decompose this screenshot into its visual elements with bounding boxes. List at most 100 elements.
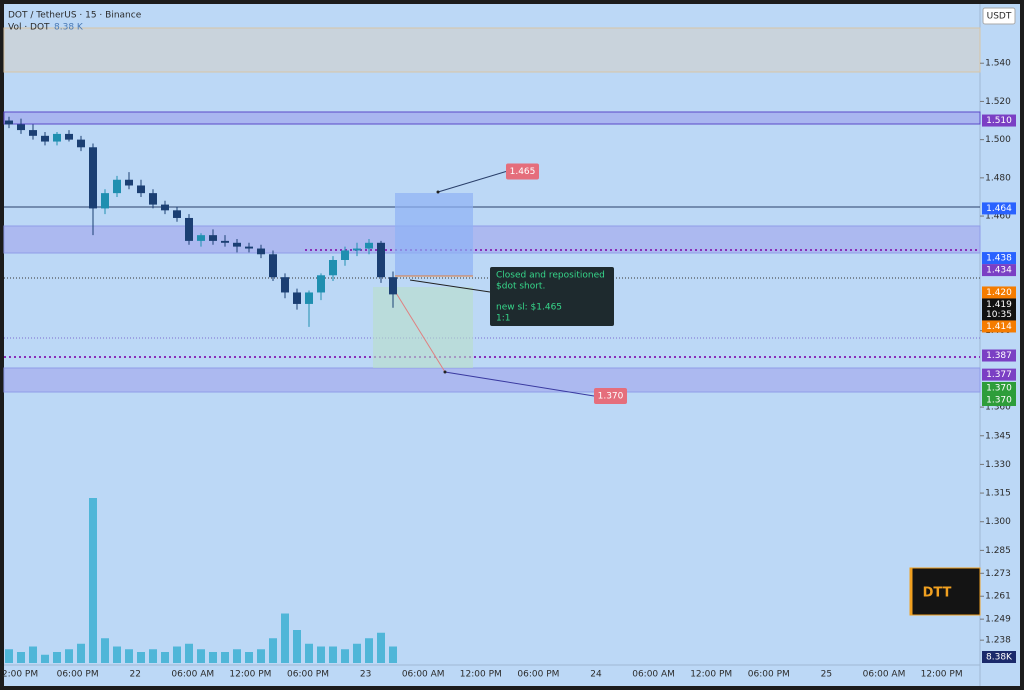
price-label: 1.377 — [986, 370, 1012, 380]
x-tick-label: 06:00 PM — [57, 670, 99, 680]
y-tick-label: 1.273 — [985, 569, 1011, 579]
price-label: 1.420 — [986, 288, 1012, 298]
volume-bar — [17, 652, 25, 663]
x-tick-label: 25 — [821, 670, 832, 680]
y-tick-label: 1.480 — [985, 173, 1011, 183]
volume-bar — [293, 630, 301, 663]
volume-badge: 8.38K — [986, 653, 1013, 663]
x-tick-label: 24 — [590, 670, 602, 680]
zone — [3, 111, 981, 125]
volume-bar — [101, 638, 109, 663]
volume-bar — [5, 649, 13, 663]
x-tick-label: 22 — [129, 670, 140, 680]
y-tick-label: 1.520 — [985, 97, 1011, 107]
x-tick-label: 06:00 AM — [863, 670, 906, 680]
price-label: 1.387 — [986, 351, 1012, 361]
y-tick-label: 1.460 — [985, 212, 1011, 222]
callout-line — [409, 279, 491, 293]
y-tick-label: 1.330 — [985, 460, 1011, 470]
x-tick-label: 06:00 PM — [517, 670, 559, 680]
volume-bar — [149, 649, 157, 663]
price-label-box — [982, 202, 1016, 215]
volume-bar — [305, 643, 313, 663]
volume-bar — [77, 643, 85, 663]
volume-bar — [365, 638, 373, 663]
candle-body — [329, 259, 337, 276]
volume-bar — [65, 649, 73, 663]
y-tick-label: 1.238 — [985, 636, 1011, 646]
y-tick-label: 1.360 — [985, 403, 1011, 413]
price-label-box — [982, 298, 1016, 321]
volume-bar — [317, 646, 325, 663]
x-tick-label: 06:00 AM — [632, 670, 675, 680]
candle-body — [317, 275, 325, 293]
volume-bar — [341, 649, 349, 663]
volume-bar — [221, 652, 229, 663]
candle-body — [125, 179, 133, 186]
logo: DTT — [923, 586, 952, 601]
candle-body — [29, 130, 37, 136]
price-label: 1.438 — [986, 254, 1012, 264]
x-tick-label: 06:00 PM — [287, 670, 329, 680]
y-tick-label: 1.540 — [985, 59, 1011, 69]
candle-body — [41, 135, 49, 142]
note-text: Closed and repositioned — [496, 271, 605, 281]
candle-body — [257, 248, 265, 255]
callout-point — [443, 370, 447, 374]
x-tick-label: 12:00 PM — [690, 670, 732, 680]
volume-bar — [41, 654, 49, 663]
candle-body — [365, 242, 373, 249]
countdown: 10:35 — [986, 310, 1012, 320]
candle-body — [161, 204, 169, 211]
candle-body — [113, 179, 121, 194]
candle-body — [377, 242, 385, 278]
x-tick-label: 06:00 PM — [748, 670, 790, 680]
y-tick-label: 1.300 — [985, 517, 1011, 527]
volume-bar — [245, 652, 253, 663]
candle-body — [137, 185, 145, 194]
price-label-box — [982, 286, 1016, 299]
price-label: 1.419 — [986, 300, 1012, 310]
target-zone — [373, 287, 473, 368]
note-box — [490, 267, 614, 326]
risk-zone — [395, 193, 473, 276]
volume-label: Vol · DOT — [8, 23, 50, 33]
volume-value: 8.38 K — [54, 23, 84, 33]
candle-body — [197, 235, 205, 241]
candle-body — [293, 292, 301, 304]
volume-bar — [137, 652, 145, 663]
volume-bar — [89, 498, 97, 663]
candle-body — [65, 133, 73, 140]
callout-point — [436, 190, 440, 194]
symbol-title: DOT / TetherUS · 15 · Binance — [8, 11, 142, 21]
candle-body — [209, 235, 217, 241]
price-label: 1.510 — [986, 116, 1012, 126]
currency-button[interactable] — [982, 7, 1016, 25]
candle-body — [305, 292, 313, 304]
volume-bar — [161, 652, 169, 663]
annotation-label: 1.465 — [510, 167, 536, 177]
candle-body — [353, 248, 361, 251]
candle-body — [221, 240, 229, 243]
volume-bar — [329, 646, 337, 663]
background — [4, 4, 1020, 686]
volume-bar — [113, 646, 121, 663]
currency[interactable]: USDT — [987, 12, 1012, 22]
candle-body — [245, 246, 253, 249]
candle-body — [281, 277, 289, 293]
x-tick-label: 23 — [360, 670, 371, 680]
zone — [3, 225, 981, 254]
price-label: 1.370 — [986, 383, 1012, 393]
zone — [3, 27, 981, 73]
logo-box — [909, 567, 981, 616]
candle-body — [5, 120, 13, 125]
volume-bar — [269, 638, 277, 663]
price-label: 1.434 — [986, 266, 1012, 276]
price-label-box — [982, 264, 1016, 277]
path-line — [392, 287, 446, 373]
candle-body — [17, 124, 25, 131]
candle-body — [389, 277, 397, 295]
y-tick-label: 1.345 — [985, 431, 1011, 441]
